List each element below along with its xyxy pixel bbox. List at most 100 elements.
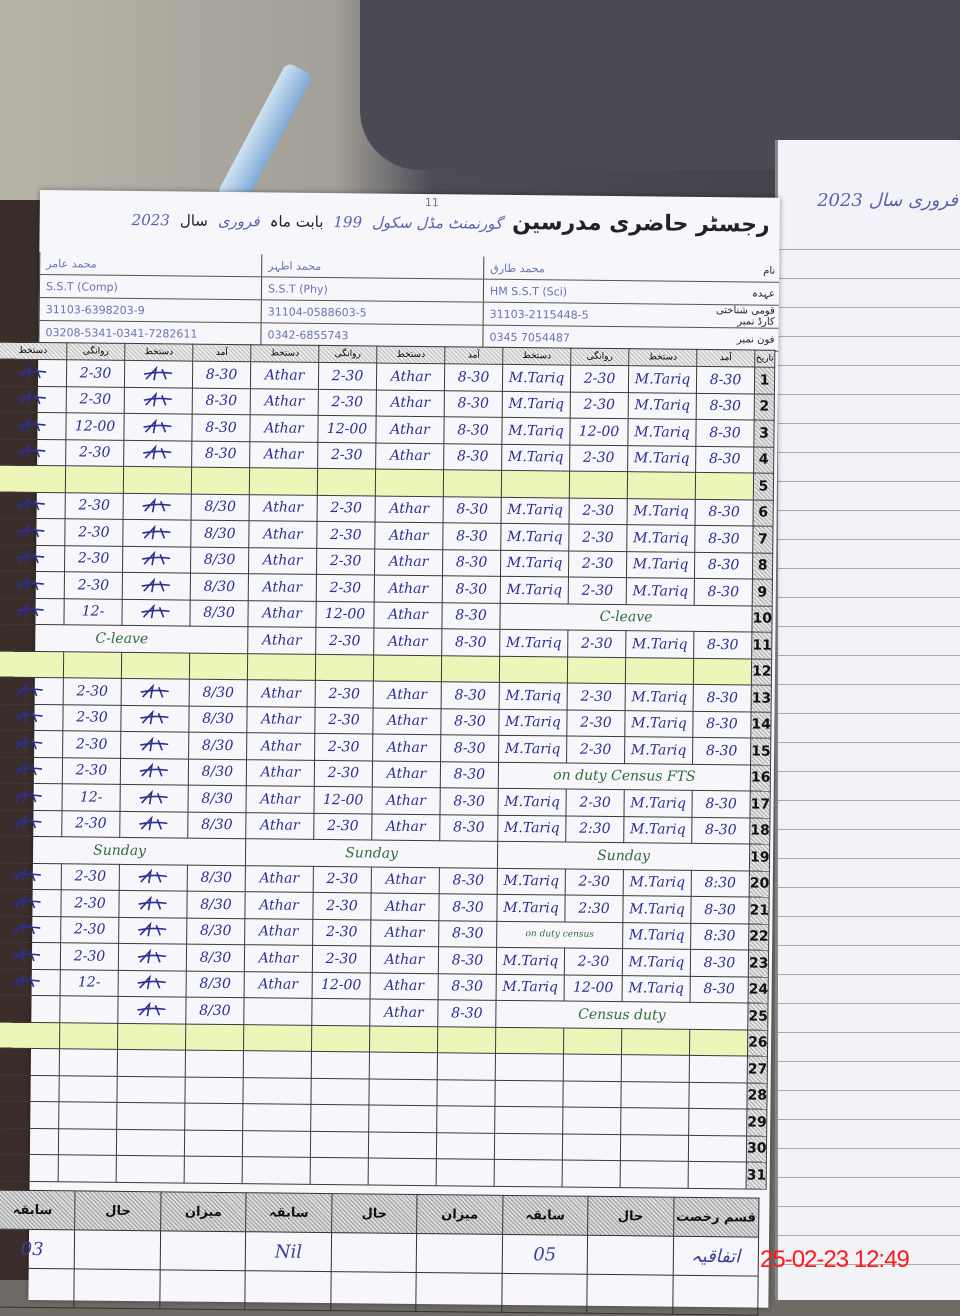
time-cell: 8/30 [187, 864, 246, 892]
time-cell: 8-30 [444, 363, 503, 391]
time-cell: 2-30 [318, 362, 377, 390]
signature-cell [627, 471, 696, 499]
right-page: فروری سال 2023 [775, 140, 960, 1300]
teacher-name: محمد طارق [483, 256, 706, 281]
signature-cell [369, 1025, 438, 1053]
signature-cell [116, 1102, 185, 1130]
signature-cell: Athar [370, 972, 439, 1000]
signature-cell: Athar [373, 628, 442, 656]
signature-cell: M.Tariq [498, 708, 568, 737]
signature-cell: Athar [247, 600, 317, 628]
time-cell [563, 1054, 622, 1082]
time-cell: 12- [63, 598, 123, 626]
signature-cell [499, 655, 568, 684]
right-page-line [778, 685, 960, 714]
right-page-title: فروری سال 2023 [817, 190, 958, 211]
note-cell: Sunday [0, 836, 246, 866]
time-cell [59, 1022, 118, 1050]
date-cell: 15 [750, 737, 771, 765]
signature-cell: Athar [247, 679, 316, 707]
table-row: 12- 8/30 Athar 12-00 Athar 8-30 M.Tariq 12-00 M.… [0, 968, 769, 1004]
date-cell: 19 [749, 843, 770, 871]
time-cell [443, 469, 502, 497]
signature-cell: Athar [244, 944, 313, 972]
right-page-line [778, 801, 960, 830]
time-cell: 2-30 [317, 494, 376, 523]
signature-cell: Athar [375, 416, 445, 444]
time-cell: 12-00 [317, 415, 377, 443]
summary-blank [586, 1274, 673, 1315]
time-cell: 8:30 [690, 922, 749, 950]
time-cell: 8-30 [696, 392, 755, 420]
signature-cell [122, 519, 192, 547]
signature-cell: M.Tariq [502, 364, 571, 392]
date-cell: 31 [746, 1161, 767, 1189]
right-page-line [778, 1236, 960, 1265]
signature-cell: Athar [375, 495, 444, 523]
signature-cell [117, 996, 187, 1024]
time-cell: 8/30 [187, 811, 246, 839]
date-header: تاریخ [754, 349, 775, 368]
signature-cell: M.Tariq [497, 867, 566, 896]
signature-cell [620, 1160, 689, 1188]
time-cell: 8-30 [444, 390, 503, 418]
signature-cell [373, 654, 442, 682]
signature-cell: M.Tariq [501, 417, 571, 445]
signature-cell: M.Tariq [499, 682, 568, 710]
time-cell: 2-30 [60, 889, 120, 917]
right-page-line [778, 511, 960, 540]
time-cell: 8/30 [186, 970, 245, 998]
signature-cell [116, 1128, 185, 1157]
signature-cell: Athar [370, 893, 440, 921]
column-header: روانگی [318, 345, 377, 364]
signature-cell [494, 1079, 564, 1108]
right-page-line [778, 830, 960, 859]
signature-cell: Athar [373, 681, 442, 709]
time-cell: 8-30 [440, 734, 499, 762]
note-cell: C-leave [499, 602, 753, 632]
date-cell: 30 [746, 1135, 767, 1163]
signature-cell [242, 1156, 311, 1184]
signature-cell: M.Tariq [623, 816, 692, 844]
summary-value: اتفاقیہ [672, 1236, 759, 1277]
summary-header: قسم رخصت [673, 1197, 759, 1238]
summary-value: Nil [245, 1231, 332, 1272]
table-row: 2-30 8/30 Athar 2-30 Athar 8-30 M.Tariq 2-30 M.T… [0, 730, 771, 765]
time-cell: 8-30 [441, 628, 500, 656]
time-cell: 8/30 [190, 520, 250, 548]
date-cell: 5 [753, 472, 774, 500]
right-page-line [778, 975, 960, 1004]
time-cell: 2-30 [568, 524, 628, 552]
time-cell [185, 1023, 244, 1051]
signature-cell [124, 386, 193, 415]
signature-cell [0, 809, 63, 837]
signature-cell [0, 1101, 59, 1129]
time-cell: 2-30 [313, 865, 372, 894]
signature-cell [121, 651, 190, 680]
signature-cell [118, 916, 187, 945]
right-page-line [778, 395, 960, 424]
signature-cell [501, 470, 570, 498]
signature-cell [243, 997, 313, 1025]
date-cell: 17 [749, 790, 771, 818]
time-cell [688, 1081, 748, 1109]
time-cell: 8-30 [695, 498, 754, 526]
time-cell: 2-30 [566, 736, 625, 764]
signature-cell: M.Tariq [496, 947, 565, 975]
signature-cell [0, 1074, 60, 1102]
signature-cell: Athar [369, 999, 439, 1027]
signature-cell [242, 1103, 311, 1131]
time-cell: 2-30 [65, 439, 124, 467]
signature-cell [494, 1106, 563, 1134]
signature-cell: M.Tariq [500, 523, 570, 551]
time-cell: 2-30 [565, 789, 625, 817]
signature-cell [249, 467, 318, 495]
date-cell: 6 [753, 499, 774, 527]
time-cell: 12- [60, 969, 119, 997]
signature-cell: Athar [249, 441, 318, 469]
right-page-line [778, 917, 960, 946]
time-cell: 8-30 [691, 816, 750, 844]
summary-value: 05 [501, 1234, 588, 1275]
time-cell [436, 1158, 495, 1186]
time-cell: 8/30 [186, 891, 246, 919]
